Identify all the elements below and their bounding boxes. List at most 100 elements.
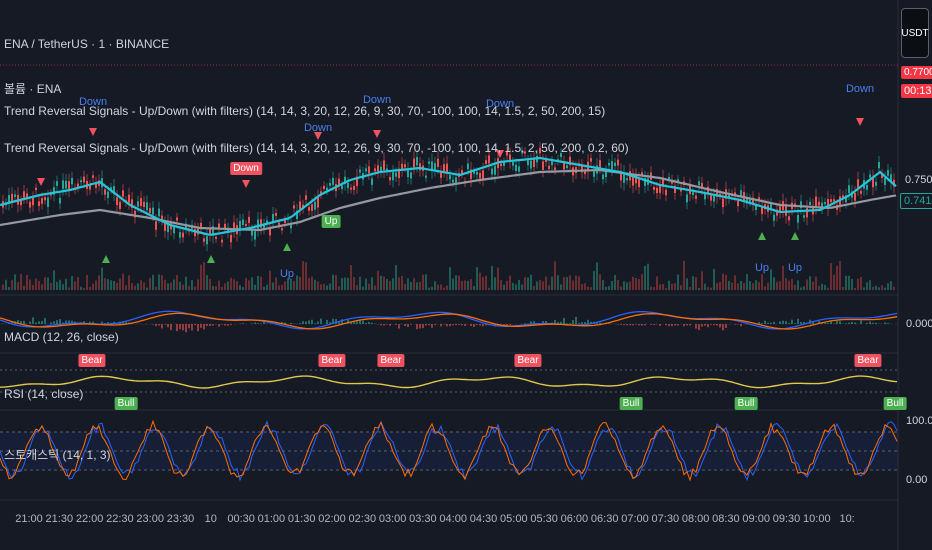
macd-histogram-bar: [83, 321, 85, 324]
volume-bar: [272, 282, 274, 290]
candle: [728, 193, 730, 199]
macd-histogram-bar: [122, 321, 124, 324]
macd-histogram-bar: [290, 322, 292, 324]
candle: [611, 161, 613, 170]
volume-bar: [599, 274, 601, 290]
volume-bar: [512, 282, 514, 290]
volume-bar: [248, 280, 250, 290]
candle: [242, 219, 244, 226]
candle: [593, 170, 595, 177]
volume-bar: [701, 271, 703, 290]
candle: [461, 170, 463, 174]
candle: [131, 199, 133, 208]
candle: [56, 181, 58, 186]
bear-badge: Bear: [514, 354, 542, 367]
volume-bar: [50, 282, 52, 290]
candle: [467, 163, 469, 170]
time-axis-label: 01:30: [287, 513, 316, 525]
symbol-title[interactable]: ENA / TetherUS · 1 · BINANCE: [4, 37, 170, 51]
volume-bar: [83, 287, 85, 290]
candle: [866, 184, 868, 190]
down-signal-label: Down: [78, 96, 108, 108]
macd-histogram-bar: [191, 324, 193, 331]
candle: [146, 202, 148, 211]
volume-bar: [296, 275, 298, 290]
volume-bar: [14, 274, 16, 290]
macd-histogram-bar: [872, 322, 874, 324]
volume-bar: [377, 270, 379, 290]
macd-histogram-bar: [584, 322, 586, 324]
macd-histogram-bar: [29, 321, 31, 324]
volume-bar: [374, 285, 376, 290]
candle: [737, 200, 739, 207]
volume-indicator-label[interactable]: 볼륨 · ENA: [4, 82, 62, 96]
volume-bar: [209, 279, 211, 290]
candle: [167, 222, 169, 233]
volume-bar: [5, 279, 7, 290]
volume-bar: [467, 280, 469, 290]
candle: [128, 194, 130, 203]
macd-histogram-bar: [452, 324, 454, 326]
macd-label[interactable]: MACD (12, 26, close): [4, 330, 119, 344]
rsi-label[interactable]: RSI (14, close): [4, 387, 84, 401]
bear-badge: Bear: [318, 354, 346, 367]
candle: [332, 177, 334, 185]
macd-histogram-bar: [854, 322, 856, 324]
volume-bar: [431, 286, 433, 290]
candle: [638, 179, 640, 188]
volume-bar: [86, 274, 88, 290]
volume-bar: [737, 283, 739, 290]
trend-signals-label-1[interactable]: Trend Reversal Signals - Up/Down (with f…: [4, 104, 606, 118]
candle: [377, 165, 379, 173]
rsi-line: [0, 375, 898, 389]
candle: [134, 210, 136, 218]
bear-badge: Bear: [377, 354, 405, 367]
volume-bar: [521, 284, 523, 290]
candle: [65, 180, 67, 189]
candle: [338, 178, 340, 185]
macd-histogram-bar: [482, 324, 484, 327]
candle: [368, 166, 370, 174]
macd-histogram-bar: [407, 324, 409, 327]
candle: [257, 219, 259, 229]
volume-bar: [62, 284, 64, 290]
candle: [530, 160, 532, 169]
volume-bar: [176, 275, 178, 290]
candle: [590, 158, 592, 162]
currency-button[interactable]: USDT: [901, 8, 929, 58]
stochastic-label[interactable]: 스토캐스틱 (14, 1, 3): [4, 448, 111, 462]
macd-histogram-bar: [59, 319, 61, 324]
volume-bar: [827, 287, 829, 290]
volume-bar: [269, 270, 271, 290]
volume-bar: [698, 287, 700, 290]
candle: [413, 158, 415, 168]
current-price-label: 0.7414: [900, 193, 932, 209]
macd-histogram-bar: [590, 321, 592, 324]
volume-bar: [491, 265, 493, 290]
macd-histogram-bar: [446, 324, 448, 327]
volume-bar: [656, 276, 658, 290]
volume-bar: [41, 284, 43, 290]
volume-bar: [284, 281, 286, 290]
volume-bar: [299, 276, 301, 290]
candle: [35, 187, 37, 191]
macd-histogram-bar: [845, 323, 847, 324]
macd-histogram-bar: [533, 321, 535, 324]
volume-bar: [146, 287, 148, 290]
macd-histogram-bar: [242, 323, 244, 324]
candle: [329, 183, 331, 186]
volume-bar: [527, 277, 529, 290]
volume-bar: [860, 276, 862, 290]
volume-bar: [341, 278, 343, 290]
candle: [584, 169, 586, 175]
trend-signals-label-2[interactable]: Trend Reversal Signals - Up/Down (with f…: [4, 141, 629, 155]
macd-histogram-bar: [800, 321, 802, 324]
volume-bar: [338, 286, 340, 290]
macd-histogram-bar: [791, 319, 793, 324]
macd-histogram-bar: [560, 321, 562, 324]
volume-bar: [608, 286, 610, 290]
macd-histogram-bar: [659, 324, 661, 326]
candle: [23, 191, 25, 198]
volume-bar: [362, 286, 364, 290]
